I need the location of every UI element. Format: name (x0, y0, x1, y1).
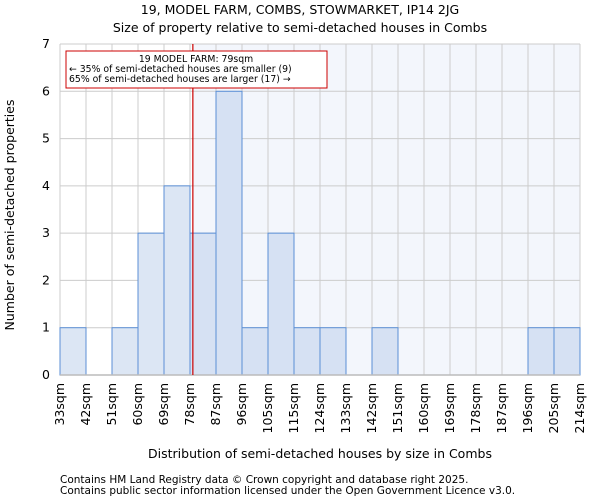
y-tick-label: 2 (42, 272, 50, 287)
histogram-bar (111, 327, 139, 376)
histogram-bar (241, 327, 269, 376)
histogram-bar (267, 232, 295, 376)
annotation-line-3: 65% of semi-detached houses are larger (… (69, 74, 291, 85)
x-tick-label: 169sqm (442, 383, 457, 433)
annotation-box (65, 50, 328, 89)
y-tick-label: 5 (42, 131, 50, 146)
x-tick-label: 51sqm (104, 383, 119, 426)
x-tick-label: 42sqm (78, 383, 93, 426)
x-tick-label: 205sqm (546, 383, 561, 433)
y-tick-label: 3 (42, 225, 50, 240)
chart-title: 19, MODEL FARM, COMBS, STOWMARKET, IP14 … (141, 2, 459, 17)
annotation-line-1: 19 MODEL FARM: 79sqm (139, 54, 253, 65)
histogram-bar (293, 327, 321, 376)
histogram-bar (319, 327, 347, 376)
histogram-bar (371, 327, 399, 376)
x-tick-label: 124sqm (312, 383, 327, 433)
histogram-bar (59, 327, 87, 376)
y-tick-label: 7 (42, 36, 50, 51)
x-tick-label: 196sqm (520, 383, 535, 433)
x-tick-label: 78sqm (182, 383, 197, 426)
x-tick-label: 96sqm (234, 383, 249, 426)
x-tick-label: 142sqm (364, 383, 379, 433)
histogram-bar (189, 232, 217, 376)
x-tick-label: 133sqm (338, 383, 353, 433)
y-tick-label: 6 (42, 83, 50, 98)
x-tick-label: 178sqm (468, 383, 483, 433)
x-tick-label: 33sqm (52, 383, 67, 426)
y-tick-label: 4 (42, 178, 50, 193)
histogram-bar (163, 185, 191, 376)
x-tick-label: 151sqm (390, 383, 405, 433)
footer-line-1: Contains HM Land Registry data © Crown c… (60, 474, 468, 486)
plot-background-right (192, 44, 581, 375)
x-tick-label: 69sqm (156, 383, 171, 426)
y-tick-label: 1 (42, 320, 50, 335)
y-tick-label: 0 (42, 367, 50, 382)
annotation-line-2: ← 35% of semi-detached houses are smalle… (69, 64, 292, 75)
histogram-bar (553, 327, 581, 376)
histogram-bar (137, 232, 165, 376)
x-tick-label: 87sqm (208, 383, 223, 426)
x-tick-label: 214sqm (572, 383, 587, 433)
x-axis-label: Distribution of semi-detached houses by … (148, 446, 492, 461)
histogram-bar (527, 327, 555, 376)
x-tick-label: 60sqm (130, 383, 145, 426)
x-tick-label: 115sqm (286, 383, 301, 433)
histogram-bar (215, 90, 243, 376)
x-tick-label: 160sqm (416, 383, 431, 433)
footer-line-2: Contains public sector information licen… (60, 485, 515, 497)
chart-subtitle: Size of property relative to semi-detach… (113, 20, 487, 35)
y-axis-label: Number of semi-detached properties (2, 100, 17, 331)
x-tick-label: 105sqm (260, 383, 275, 433)
x-tick-label: 187sqm (494, 383, 509, 433)
